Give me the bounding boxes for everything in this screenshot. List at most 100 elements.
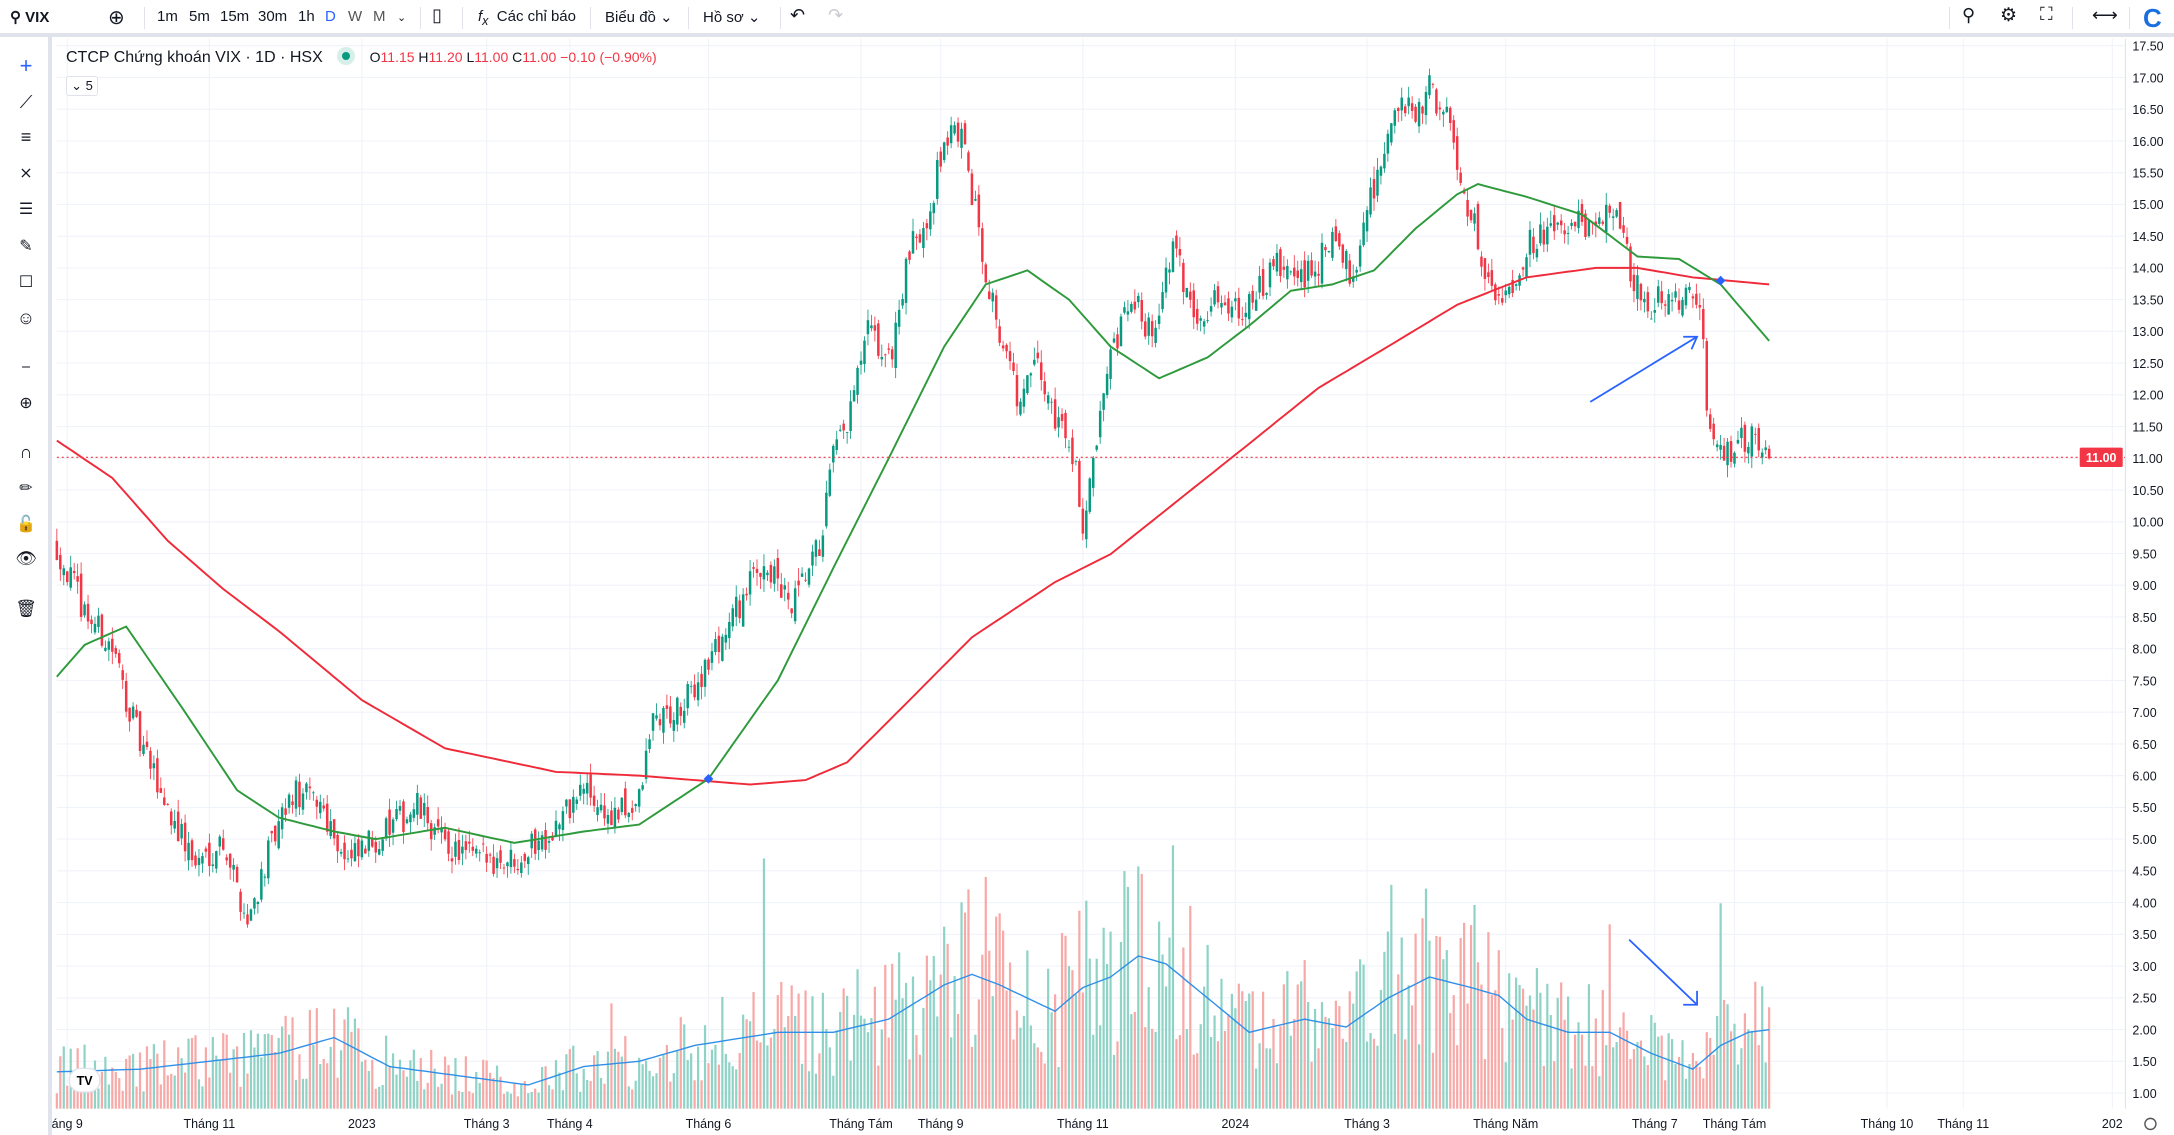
candle-body bbox=[371, 837, 374, 847]
emoji-icon[interactable]: ☺ bbox=[16, 307, 36, 328]
volume-bar bbox=[1459, 937, 1462, 1109]
interval-w[interactable]: W bbox=[348, 8, 363, 25]
candle-body bbox=[1577, 210, 1580, 228]
horizontal-lines-icon[interactable]: ≡ bbox=[20, 126, 32, 147]
time-axis[interactable] bbox=[56, 1110, 2174, 1135]
candle-body bbox=[728, 621, 731, 639]
axis-settings-icon[interactable] bbox=[2144, 1117, 2157, 1131]
time-tick-label: Tháng 9 bbox=[918, 1117, 964, 1131]
candle-body bbox=[471, 846, 475, 851]
crosshair-icon[interactable]: + bbox=[19, 53, 33, 78]
profile-menu-button[interactable]: Hồ sơ ⌄ bbox=[703, 8, 760, 26]
volume-bar bbox=[1310, 1061, 1313, 1109]
drawing-toolbar: + ⟋ ≡ ⨯ ☰ ✎ ☐ ☺ ⎯ ⊕ ∩ ✏ 🔓 👁 🗑 bbox=[0, 37, 52, 1135]
volume-bar bbox=[197, 1079, 201, 1109]
candle-body bbox=[423, 802, 426, 816]
stay-in-drawing-icon[interactable]: ✏ bbox=[19, 480, 33, 497]
volume-bar bbox=[943, 926, 946, 1109]
volume-bar bbox=[586, 1079, 589, 1109]
candle-body bbox=[1760, 452, 1764, 458]
tradingview-logo[interactable]: TV bbox=[68, 1067, 101, 1093]
candle-body bbox=[322, 805, 325, 809]
annotation-arrow-volume[interactable] bbox=[1628, 938, 1698, 1006]
candle-body bbox=[1608, 205, 1611, 213]
volume-bar bbox=[1584, 1065, 1587, 1109]
time-tick-label: Tháng 11 bbox=[183, 1117, 235, 1131]
chart-legend: CTCP Chứng khoán VIX · 1D · HSX O11.15 H… bbox=[66, 47, 657, 68]
candle-type-icon[interactable]: ▯ bbox=[432, 5, 442, 25]
candle-body bbox=[1102, 393, 1105, 410]
undo-icon[interactable]: ↶ bbox=[790, 5, 806, 25]
fullscreen-icon[interactable]: ⛶ bbox=[2040, 4, 2053, 24]
fib-retracement-icon[interactable]: ☰ bbox=[18, 201, 34, 218]
indicators-button[interactable]: fx Các chỉ báo bbox=[478, 8, 576, 28]
volume-bar bbox=[551, 1089, 554, 1109]
volume-bar bbox=[62, 1046, 65, 1109]
candlesticks bbox=[55, 68, 1771, 928]
volume-bar bbox=[1112, 1054, 1116, 1109]
ruler-icon[interactable]: ⎯ bbox=[21, 358, 30, 375]
volume-bar bbox=[1632, 1049, 1636, 1109]
volume-bar bbox=[839, 1011, 842, 1109]
volume-bar bbox=[405, 1076, 409, 1109]
symbol-search[interactable]: ⚲ VIX bbox=[10, 8, 49, 26]
magnet-icon[interactable]: ∩ bbox=[19, 441, 33, 462]
volume-bar bbox=[1275, 1063, 1279, 1109]
trend-line-icon[interactable]: ⟋ bbox=[19, 91, 33, 112]
compare-symbol-plus-icon[interactable]: ⊕ bbox=[108, 7, 125, 29]
interval-1m[interactable]: 1m bbox=[157, 8, 178, 25]
interval-chevron-down-icon[interactable]: ⌄ bbox=[397, 12, 407, 24]
candle-body bbox=[1653, 310, 1657, 313]
candle-body bbox=[1019, 401, 1022, 415]
volume-bar bbox=[211, 1037, 214, 1109]
price-tick-label: 10.00 bbox=[2132, 516, 2163, 530]
time-tick-label: Tháng 4 bbox=[547, 1117, 593, 1131]
brush-icon[interactable]: ✎ bbox=[19, 238, 33, 255]
annotation-arrow-price[interactable] bbox=[1589, 335, 1699, 403]
annotation-icon[interactable]: ☐ bbox=[18, 274, 34, 291]
lock-icon[interactable]: 🔓 bbox=[16, 516, 36, 533]
candle-body bbox=[1611, 216, 1615, 218]
symbol-title[interactable]: CTCP Chứng khoán VIX · 1D · HSX bbox=[66, 49, 323, 66]
volume-bar bbox=[437, 1086, 440, 1109]
volume-bar bbox=[617, 1051, 620, 1109]
indicator-count: 5 bbox=[85, 78, 93, 93]
interval-1h[interactable]: 1h bbox=[298, 8, 315, 25]
candle-body bbox=[260, 869, 263, 900]
candle-body bbox=[613, 807, 617, 829]
volume-bar bbox=[1151, 1028, 1154, 1109]
candle-body bbox=[866, 320, 870, 335]
candle-body bbox=[169, 811, 173, 826]
eye-icon[interactable]: 👁 bbox=[15, 549, 37, 568]
interval-15m[interactable]: 15m bbox=[220, 8, 250, 25]
volume-bar bbox=[1241, 991, 1244, 1109]
chart-menu-button[interactable]: Biểu đồ ⌄ bbox=[605, 8, 673, 26]
brand-logo-icon[interactable]: C bbox=[2143, 3, 2162, 33]
interval-5m[interactable]: 5m bbox=[189, 8, 210, 25]
pattern-icon[interactable]: ⨯ bbox=[19, 165, 33, 182]
quick-search-icon[interactable]: ⚲ bbox=[1962, 5, 1976, 25]
candle-body bbox=[741, 594, 745, 627]
zoom-in-icon[interactable]: ⊕ bbox=[19, 395, 33, 412]
price-axis[interactable] bbox=[2125, 38, 2174, 1135]
volume-bar bbox=[149, 1058, 152, 1109]
share-icon[interactable]: ⟷ bbox=[2092, 5, 2118, 25]
volume-bar bbox=[1130, 1014, 1133, 1109]
price-tick-label: 17.50 bbox=[2132, 40, 2163, 54]
volume-bar bbox=[911, 976, 915, 1109]
candle-body bbox=[1421, 106, 1424, 114]
volume-bar bbox=[90, 1087, 93, 1109]
settings-gear-icon[interactable]: ⚙ bbox=[2000, 5, 2018, 26]
candle-body bbox=[263, 876, 267, 878]
candle-body bbox=[1705, 341, 1709, 411]
trash-icon[interactable]: 🗑 bbox=[15, 599, 37, 618]
volume-bar bbox=[790, 985, 793, 1109]
indicators-collapse-button[interactable]: ⌄ 5 bbox=[66, 76, 98, 96]
volume-bar bbox=[807, 1071, 811, 1109]
interval-m[interactable]: M bbox=[373, 8, 386, 25]
volume-bar bbox=[1570, 1068, 1573, 1109]
interval-d[interactable]: D bbox=[325, 8, 336, 25]
interval-30m[interactable]: 30m bbox=[258, 8, 288, 25]
volume-bar bbox=[631, 1089, 634, 1109]
